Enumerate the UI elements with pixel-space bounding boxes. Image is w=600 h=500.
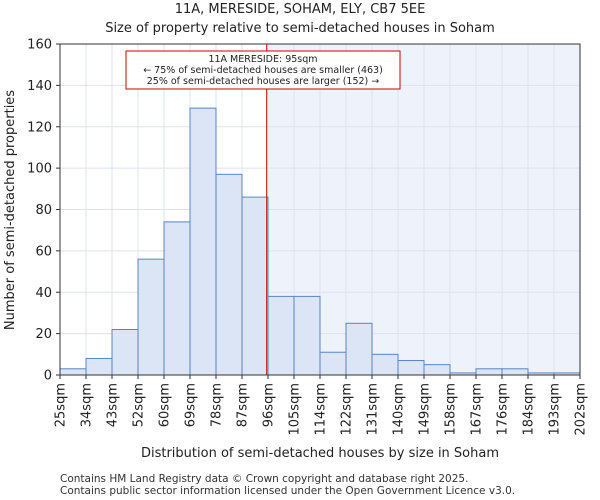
- x-tick-label: 131sqm: [366, 383, 381, 436]
- x-tick-label: 114sqm: [314, 383, 329, 436]
- bars-layer: [59, 107, 581, 376]
- footer-line-2: Contains public sector information licen…: [60, 485, 515, 497]
- histogram-bar: [319, 351, 347, 376]
- annotation-frame: [125, 50, 401, 90]
- axes-layer: [56, 43, 581, 379]
- x-tick-label: 193sqm: [548, 383, 563, 436]
- annotation-line-1: 11A MERESIDE: 95sqm: [208, 54, 317, 65]
- histogram-bar: [397, 360, 425, 376]
- y-tick-label: 140: [27, 79, 52, 94]
- y-tick-label: 20: [35, 327, 52, 342]
- chart-subtitle: Size of property relative to semi-detach…: [105, 21, 495, 36]
- y-tick-label: 0: [44, 369, 52, 384]
- x-tick-labels: 25sqm 34sqm 43sqm 52sqm 60sqm 69sqm 78sqm 87sqm…: [54, 383, 589, 436]
- histogram-bar: [267, 295, 295, 376]
- histogram-bar: [241, 196, 269, 376]
- x-tick-label: 60sqm: [158, 383, 173, 427]
- x-tick-label: 105sqm: [288, 383, 303, 436]
- x-tick-label: 43sqm: [106, 383, 121, 427]
- histogram-bar: [371, 353, 399, 376]
- histogram-bar: [215, 173, 243, 376]
- annotation-box: 11A MERESIDE: 95sqm ← 75% of semi-detach…: [125, 50, 401, 90]
- x-tick-label: 158sqm: [444, 383, 459, 436]
- x-tick-label: 69sqm: [184, 383, 199, 427]
- x-tick-label: 202sqm: [574, 383, 589, 436]
- histogram-bar: [189, 107, 217, 376]
- chart-title: 11A, MERESIDE, SOHAM, ELY, CB7 5EE: [175, 2, 426, 17]
- y-tick-labels: 0 20 40 60 80 100 120 140 160: [27, 38, 52, 384]
- y-tick-label: 160: [27, 38, 52, 53]
- x-tick-label: 184sqm: [522, 383, 537, 436]
- y-tick-label: 80: [35, 203, 52, 218]
- x-tick-label: 176sqm: [496, 383, 511, 436]
- y-tick-label: 60: [35, 244, 52, 259]
- histogram-bar: [475, 368, 503, 376]
- y-tick-label: 120: [27, 120, 52, 135]
- x-tick-label: 96sqm: [262, 383, 277, 427]
- x-tick-label: 149sqm: [418, 383, 433, 436]
- histogram-bar: [85, 357, 113, 376]
- histogram-bar: [423, 364, 451, 376]
- x-tick-label: 78sqm: [210, 383, 225, 427]
- x-tick-label: 167sqm: [470, 383, 485, 436]
- histogram-bar: [501, 368, 529, 376]
- footer-line-1: Contains HM Land Registry data © Crown c…: [60, 473, 468, 485]
- histogram-bar: [59, 368, 87, 376]
- x-tick-label: 34sqm: [80, 383, 95, 427]
- y-tick-label: 40: [35, 286, 52, 301]
- histogram-bar: [293, 295, 321, 376]
- annotation-line-2: ← 75% of semi-detached houses are smalle…: [143, 65, 383, 76]
- histogram-bar: [137, 258, 165, 376]
- annotation-line-3: 25% of semi-detached houses are larger (…: [147, 76, 380, 87]
- x-tick-label: 25sqm: [54, 383, 69, 427]
- histogram-bar: [111, 328, 139, 376]
- x-axis-title: Distribution of semi-detached houses by …: [141, 446, 499, 461]
- x-tick-label: 52sqm: [132, 383, 147, 427]
- y-tick-label: 100: [27, 162, 52, 177]
- x-tick-label: 122sqm: [340, 383, 355, 436]
- histogram-bar: [163, 221, 191, 376]
- histogram-bar: [345, 322, 373, 376]
- x-tick-label: 140sqm: [392, 383, 407, 436]
- x-tick-label: 87sqm: [236, 383, 251, 427]
- y-axis-title: Number of semi-detached properties: [3, 90, 18, 330]
